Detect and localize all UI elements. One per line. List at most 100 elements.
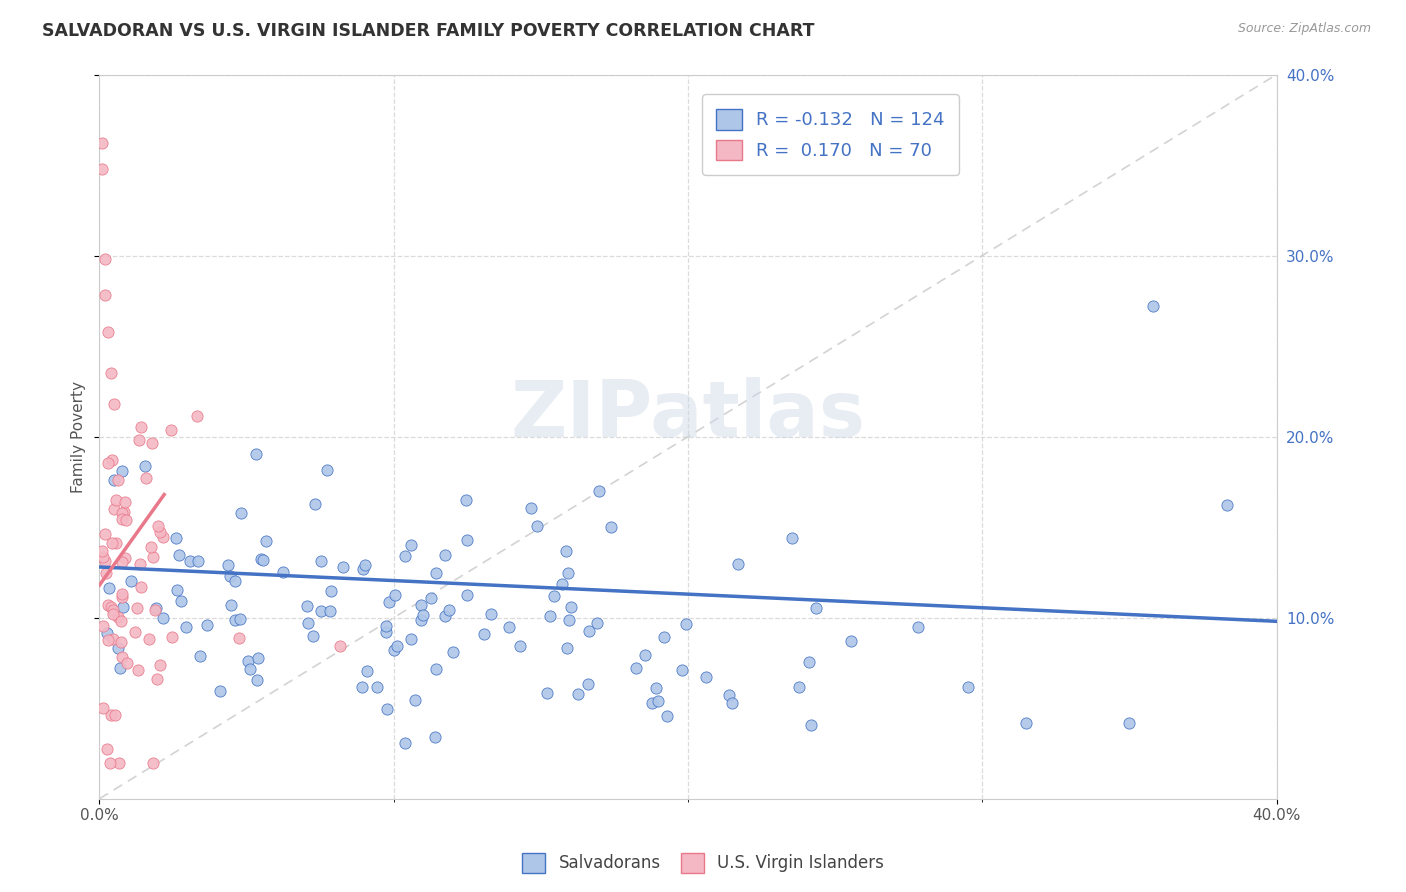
Point [1215, 499, 1237, 513]
Point [224, 613, 246, 627]
Point [352, 562, 374, 576]
Point [538, 609, 561, 624]
Point [159, 423, 181, 437]
Point [142, 549, 165, 564]
Point [675, 617, 697, 632]
Point [100, 708, 122, 723]
Point [641, 696, 664, 710]
Point [271, 565, 294, 579]
Point [197, 618, 219, 632]
Point [456, 533, 478, 548]
Point [127, 663, 149, 677]
Point [111, 511, 134, 525]
Point [316, 462, 339, 476]
Point [526, 519, 548, 533]
Point [111, 555, 134, 569]
Point [100, 756, 122, 770]
Point [91, 136, 114, 151]
Point [107, 641, 129, 656]
Point [217, 558, 239, 572]
Point [152, 530, 174, 544]
Point [179, 553, 201, 567]
Point [433, 548, 456, 562]
Point [127, 600, 149, 615]
Point [254, 533, 277, 548]
Point [188, 648, 211, 663]
Point [1142, 299, 1164, 313]
Point [103, 397, 125, 411]
Point [219, 569, 242, 583]
Point [695, 670, 717, 684]
Point [509, 639, 531, 653]
Point [114, 495, 136, 509]
Point [657, 709, 679, 723]
Point [799, 717, 821, 731]
Point [727, 557, 749, 571]
Point [425, 662, 447, 676]
Point [839, 634, 862, 648]
Point [110, 635, 132, 649]
Point [93, 526, 115, 541]
Point [907, 620, 929, 634]
Point [252, 552, 274, 566]
Point [329, 640, 352, 654]
Point [297, 599, 319, 614]
Point [138, 632, 160, 647]
Point [456, 588, 478, 602]
Point [375, 624, 398, 639]
Point [146, 672, 169, 686]
Legend: R = -0.132   N = 124, R =  0.170   N = 70: R = -0.132 N = 124, R = 0.170 N = 70 [702, 95, 959, 175]
Point [128, 433, 150, 447]
Point [103, 501, 125, 516]
Point [94, 288, 117, 302]
Point [350, 680, 373, 694]
Text: SALVADORAN VS U.S. VIRGIN ISLANDER FAMILY POVERTY CORRELATION CHART: SALVADORAN VS U.S. VIRGIN ISLANDER FAMIL… [42, 22, 814, 40]
Point [104, 492, 127, 507]
Point [103, 473, 125, 487]
Point [96, 626, 118, 640]
Point [378, 595, 401, 609]
Point [319, 584, 342, 599]
Point [557, 566, 579, 581]
Point [112, 505, 135, 519]
Point [718, 688, 741, 702]
Point [110, 506, 132, 520]
Point [555, 640, 578, 655]
Point [472, 627, 495, 641]
Point [297, 615, 319, 630]
Point [956, 680, 979, 694]
Point [409, 598, 432, 612]
Point [146, 519, 169, 533]
Point [100, 453, 122, 467]
Point [302, 629, 325, 643]
Y-axis label: Family Poverty: Family Poverty [72, 381, 86, 492]
Point [311, 554, 333, 568]
Point [166, 582, 188, 597]
Point [780, 532, 803, 546]
Point [160, 630, 183, 644]
Point [332, 560, 354, 574]
Point [110, 464, 132, 478]
Point [186, 409, 208, 424]
Point [384, 588, 406, 602]
Point [110, 614, 132, 628]
Point [129, 580, 152, 594]
Point [399, 538, 422, 552]
Point [165, 531, 187, 545]
Point [375, 619, 398, 633]
Point [100, 599, 122, 614]
Point [94, 566, 117, 581]
Point [551, 577, 574, 591]
Point [149, 525, 172, 540]
Point [114, 550, 136, 565]
Point [394, 549, 416, 564]
Point [536, 685, 558, 699]
Point [247, 651, 270, 665]
Point [366, 680, 388, 694]
Point [456, 492, 478, 507]
Point [647, 694, 669, 708]
Point [108, 661, 131, 675]
Point [135, 471, 157, 485]
Point [437, 603, 460, 617]
Point [96, 598, 118, 612]
